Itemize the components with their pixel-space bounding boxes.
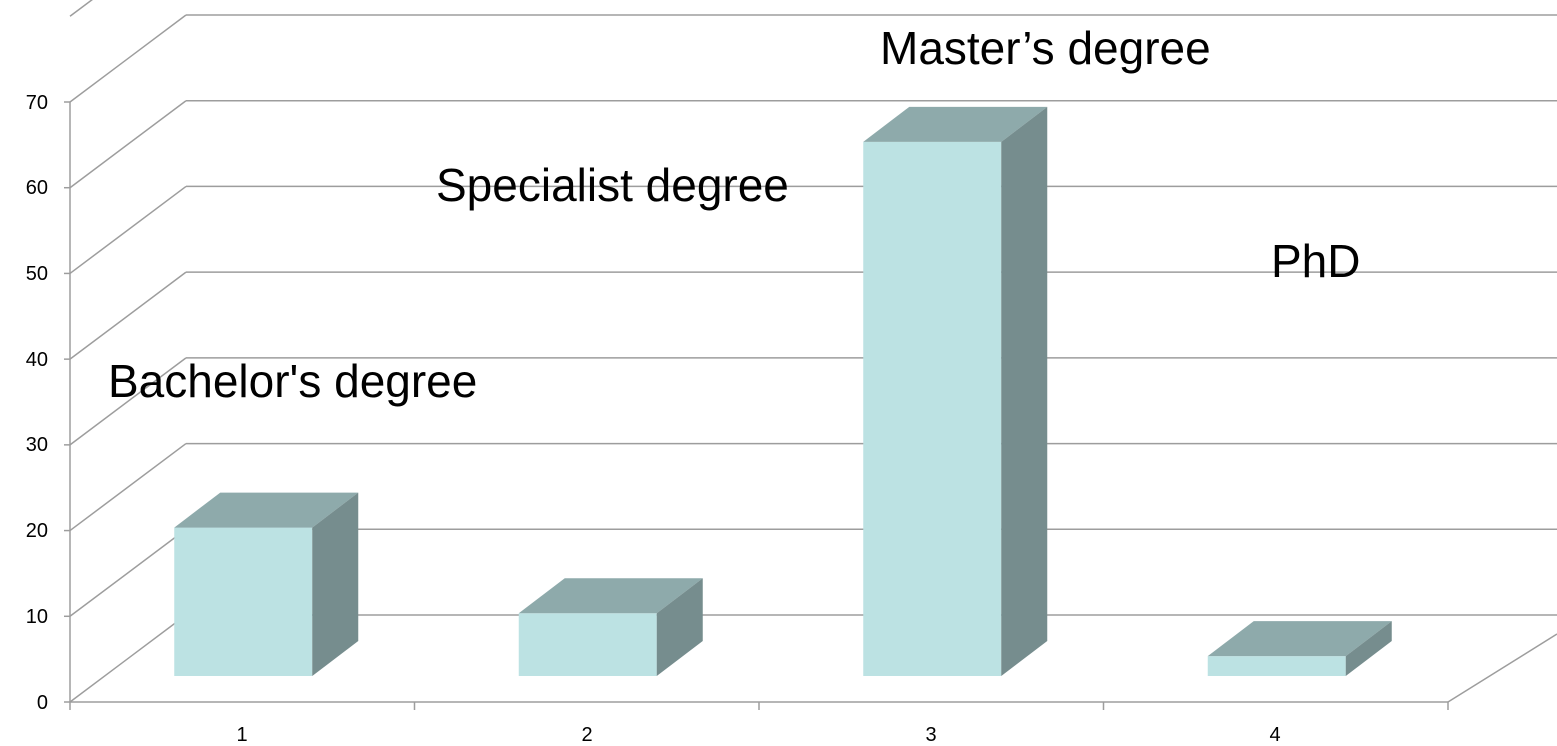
bar-top: [1207, 621, 1392, 657]
annotation-bachelors: Bachelor's degree: [108, 355, 477, 407]
bar-1: [174, 492, 359, 676]
y-tick-label: 30: [26, 434, 48, 456]
x-tick-labels: 1 2 3 4: [236, 724, 1280, 746]
y-tick-label: 10: [26, 606, 48, 628]
bar-side: [1345, 621, 1392, 676]
x-tick-label: 4: [1269, 724, 1280, 746]
bar-side: [1001, 106, 1048, 677]
annotation-specialist: Specialist degree: [436, 159, 789, 211]
gridline-diagonal: [69, 614, 187, 703]
annotation-phd: PhD: [1271, 235, 1360, 287]
annotation-masters: Master’s degree: [880, 22, 1211, 74]
bars: [174, 106, 1392, 677]
gridline-diagonal: [69, 100, 187, 189]
annotations: Bachelor's degree Specialist degree Mast…: [108, 22, 1360, 407]
gridline-diagonal: [69, 0, 93, 17]
y-tick-label: 70: [26, 92, 48, 114]
bar-side: [656, 578, 703, 676]
bar-2: [518, 578, 703, 676]
x-tick-label: 1: [236, 724, 247, 746]
gridline-diagonal: [69, 357, 187, 446]
gridline-diagonal: [69, 185, 187, 275]
bar-3: [863, 106, 1048, 677]
x-tick-label: 3: [925, 724, 936, 746]
bar-front: [518, 613, 657, 676]
gridline-diagonal: [69, 14, 187, 103]
y-tick-label: 20: [26, 520, 48, 542]
bar-side: [312, 492, 359, 676]
y-tick-label: 60: [26, 177, 48, 199]
bar-front: [1207, 656, 1346, 676]
y-tick-label: 50: [26, 263, 48, 285]
gridline-diagonal: [69, 271, 187, 360]
bar-front: [863, 141, 1002, 676]
x-tick-label: 2: [581, 724, 592, 746]
y-tick-labels: 0 10 20 30 40 50 60 70: [26, 92, 48, 714]
axes: [64, 101, 1449, 710]
bar-top: [518, 578, 703, 614]
y-tick-label: 40: [26, 349, 48, 371]
bar-top: [863, 106, 1048, 142]
floor-edge: [1447, 633, 1557, 703]
gridline-diagonal: [69, 442, 187, 532]
gridline-diagonal: [69, 528, 187, 617]
bar-top: [174, 492, 359, 528]
bar-4: [1207, 621, 1392, 676]
bar-front: [174, 527, 313, 676]
y-tick-label: 0: [37, 692, 48, 714]
